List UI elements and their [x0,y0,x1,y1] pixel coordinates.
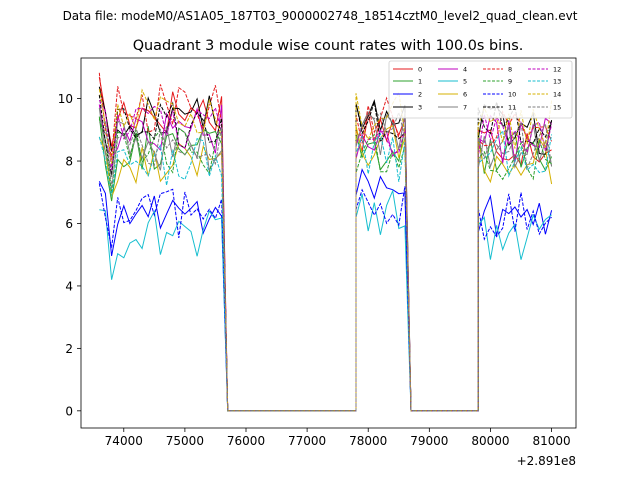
legend-label-0: 0 [418,66,422,74]
legend-label-6: 6 [463,91,467,99]
y-tick-label: 8 [65,155,73,169]
x-tick-label: 75000 [166,434,204,448]
series-line-11 [98,94,553,412]
chart-suptitle: Data file: modeM0/AS1A05_187T03_90000027… [63,9,578,23]
series-lines [98,72,553,412]
x-axis: 74000 75000 76000 77000 78000 79000 80000 81000 [105,428,571,448]
legend-label-12: 12 [553,66,561,74]
legend-label-4: 4 [463,66,467,74]
y-tick-label: 10 [58,92,73,106]
legend-label-9: 9 [508,78,512,86]
legend-label-10: 10 [508,91,516,99]
axes-frame [80,57,577,429]
legend-box [388,60,573,119]
legend-label-14: 14 [553,91,561,99]
legend-label-2: 2 [418,91,422,99]
y-tick-label: 2 [65,342,73,356]
y-tick-label: 6 [65,217,73,231]
legend-label-8: 8 [508,66,512,74]
legend-label-3: 3 [418,104,422,112]
y-tick-label: 4 [65,279,73,293]
series-line-14 [98,88,553,412]
x-tick-label: 77000 [288,434,326,448]
y-tick-label: 0 [65,404,73,418]
legend-label-15: 15 [553,104,561,112]
x-tick-label: 78000 [349,434,387,448]
x-tick-label: 74000 [105,434,143,448]
x-tick-label: 80000 [471,434,509,448]
legend-label-13: 13 [553,78,561,86]
legend-label-5: 5 [463,78,467,86]
x-tick-label: 81000 [532,434,570,448]
x-offset-label: +2.891e8 [517,454,576,468]
legend-label-1: 1 [418,78,422,86]
chart-title: Quadrant 3 module wise count rates with … [133,38,524,54]
x-tick-label: 79000 [410,434,448,448]
legend-label-7: 7 [463,104,467,112]
x-tick-label: 76000 [227,434,265,448]
y-axis: 0 2 4 6 8 10 [58,92,81,418]
legend-label-11: 11 [508,104,516,112]
